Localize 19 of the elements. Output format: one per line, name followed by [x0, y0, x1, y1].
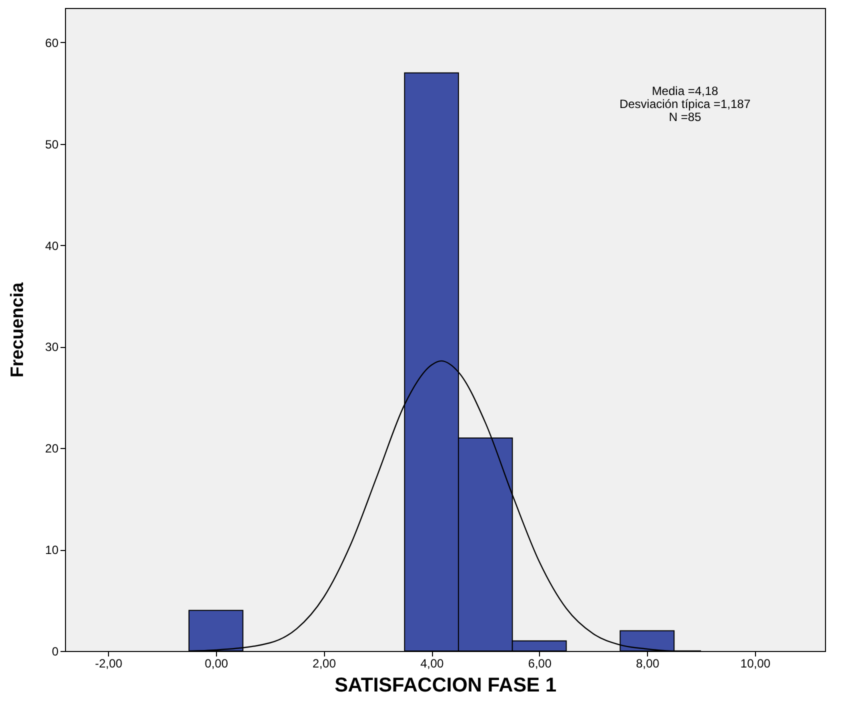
y-tick-label: 0 — [52, 644, 59, 658]
x-tick-label: 8,00 — [636, 656, 660, 670]
y-tick-label: 40 — [45, 238, 59, 253]
y-tick-label: 50 — [45, 137, 59, 152]
annotation: N =85 — [668, 110, 702, 124]
x-tick-label: -2,00 — [94, 656, 123, 670]
x-tick-label: 6,00 — [528, 656, 552, 670]
annotation: Desviación típica =1,187 — [619, 97, 751, 111]
y-tick-label: 60 — [45, 36, 59, 50]
x-tick-label: 2,00 — [312, 656, 336, 670]
y-tick-label: 10 — [45, 543, 59, 558]
x-tick-label: 10,00 — [740, 656, 771, 670]
x-axis-title: SATISFACCION FASE 1 — [334, 674, 556, 696]
x-tick-label: 4,00 — [420, 656, 444, 670]
x-tick-label: 0,00 — [204, 656, 228, 670]
y-tick-label: 20 — [45, 442, 59, 456]
annotation: Media =4,18 — [652, 84, 719, 98]
y-axis-title: Frecuencia — [7, 281, 28, 378]
y-tick-label: 30 — [45, 340, 59, 354]
